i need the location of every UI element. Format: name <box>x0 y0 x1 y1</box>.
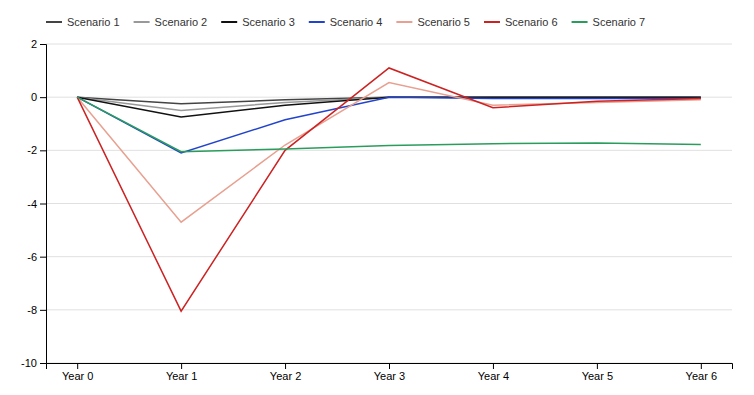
y-axis: -10 -8 -6 -4 -2 0 2 <box>21 38 46 369</box>
y-tick-mark <box>40 257 46 258</box>
lines <box>77 68 701 311</box>
y-tick-label: 0 <box>31 91 37 103</box>
x-tick: Year 2 <box>270 363 301 382</box>
legend-item: Scenario 1 <box>46 16 120 28</box>
legend-item: Scenario 5 <box>396 16 470 28</box>
series-line <box>77 83 701 223</box>
x-tick-label: Year 3 <box>374 370 405 382</box>
series-line <box>77 97 701 153</box>
y-tick-label: -6 <box>27 251 37 263</box>
x-tick: Year 4 <box>478 363 509 382</box>
x-tick-label: Year 2 <box>270 370 301 382</box>
x-tick-mark <box>597 363 598 369</box>
y-tick: -10 <box>21 357 46 369</box>
legend-label: Scenario 1 <box>67 16 120 28</box>
x-tick: Year 6 <box>686 363 717 382</box>
x-tick-label: Year 1 <box>166 370 197 382</box>
x-tick: Year 0 <box>62 363 93 382</box>
y-tick: -2 <box>27 144 46 156</box>
legend-label: Scenario 7 <box>593 16 646 28</box>
x-tick-label: Year 6 <box>686 370 717 382</box>
legend-swatch <box>572 21 588 23</box>
y-tick-mark <box>40 150 46 151</box>
legend-label: Scenario 3 <box>242 16 295 28</box>
legend-label: Scenario 5 <box>417 16 470 28</box>
y-tick: 2 <box>31 38 46 50</box>
x-axis: Year 0 Year 1 Year 2 Year 3 Year 4 Year 5 Year… <box>47 363 733 382</box>
grid-line <box>46 203 732 204</box>
x-tick: Year 5 <box>582 363 613 382</box>
y-tick-label: -4 <box>27 198 37 210</box>
legend-swatch <box>309 21 325 23</box>
chart-svg: -10-8-6-4-202Year 0Year 1Year 2Year 3Yea… <box>0 0 754 395</box>
y-tick-mark <box>40 204 46 205</box>
legend-swatch <box>46 21 62 23</box>
y-tick-mark <box>40 44 46 45</box>
legend-label: Scenario 2 <box>155 16 208 28</box>
legend-item: Scenario 3 <box>221 16 295 28</box>
legend-label: Scenario 6 <box>505 16 558 28</box>
legend-swatch <box>396 21 412 23</box>
legend-label: Scenario 4 <box>330 16 383 28</box>
y-tick-label: 2 <box>31 38 37 50</box>
x-tick-mark <box>285 363 286 369</box>
legend-swatch <box>134 21 150 23</box>
y-tick-label: -2 <box>27 144 37 156</box>
x-tick-mark <box>701 363 702 369</box>
legend-swatch <box>221 21 237 23</box>
x-tick-label: Year 0 <box>62 370 93 382</box>
grid-line <box>46 44 732 45</box>
y-tick: -8 <box>27 304 46 316</box>
y-tick-label: -8 <box>27 304 37 316</box>
legend: Scenario 1 Scenario 2 Scenario 3 Scenario 4… <box>46 16 645 28</box>
y-axis-line <box>40 45 47 364</box>
series-line <box>77 97 701 151</box>
legend-item: Scenario 7 <box>572 16 646 28</box>
plot-area: -10-8-6-4-202Year 0Year 1Year 2Year 3Yea… <box>21 38 732 382</box>
chart-container: -10-8-6-4-202Year 0Year 1Year 2Year 3Yea… <box>0 0 754 395</box>
grid-line <box>46 309 732 310</box>
legend-swatch <box>484 21 500 23</box>
grid-line <box>46 256 732 257</box>
grid <box>46 44 732 363</box>
legend-item: Scenario 6 <box>484 16 558 28</box>
y-tick: 0 <box>31 91 46 103</box>
x-tick: Year 3 <box>374 363 405 382</box>
x-tick-mark <box>181 363 182 369</box>
y-tick-mark <box>40 310 46 311</box>
x-tick-label: Year 4 <box>478 370 509 382</box>
grid-line <box>46 150 732 151</box>
legend-item: Scenario 4 <box>309 16 383 28</box>
x-tick-mark <box>493 363 494 369</box>
x-tick-label: Year 5 <box>582 370 613 382</box>
legend-item: Scenario 2 <box>134 16 208 28</box>
y-tick-mark <box>40 363 46 364</box>
x-tick-mark <box>389 363 390 369</box>
y-tick: -6 <box>27 251 46 263</box>
y-tick-mark <box>40 97 46 98</box>
y-tick: -4 <box>27 198 46 210</box>
x-tick: Year 1 <box>166 363 197 382</box>
y-tick-label: -10 <box>21 357 37 369</box>
x-axis-line <box>47 364 733 370</box>
series-line <box>77 68 701 311</box>
x-tick-mark <box>77 363 78 369</box>
